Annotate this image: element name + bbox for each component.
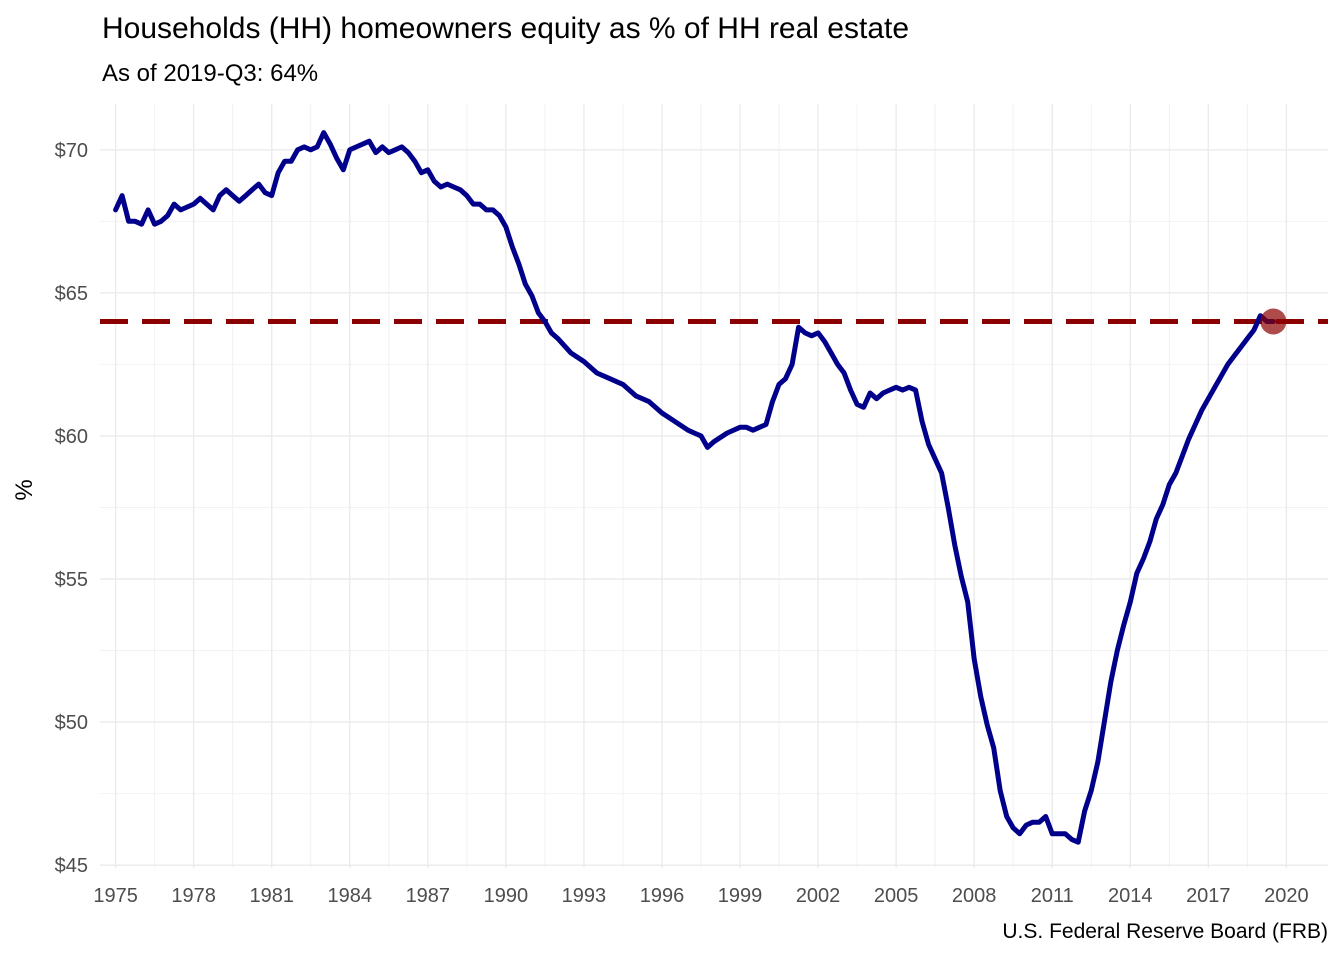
- x-tick-label: 2005: [874, 885, 919, 907]
- x-tick-label: 1978: [171, 885, 216, 907]
- latest-value-marker: [1260, 308, 1287, 335]
- x-tick-label: 2014: [1108, 885, 1153, 907]
- x-tick-label: 1981: [249, 885, 294, 907]
- x-tick-label: 1993: [562, 885, 607, 907]
- x-tick-label: 1975: [93, 885, 138, 907]
- y-tick-label: $70: [55, 140, 88, 162]
- x-tick-label: 1984: [328, 885, 373, 907]
- y-axis-ticks: $45 $50 $55 $60 $65 $70: [55, 140, 88, 877]
- minor-gridlines: [100, 104, 1328, 868]
- x-tick-label: 1996: [640, 885, 685, 907]
- x-axis-ticks: 1975 1978 1981 1984 1987 1990 1993 1996 1999 2002…: [93, 885, 1308, 907]
- x-tick-label: 2017: [1186, 885, 1231, 907]
- x-tick-label: 2020: [1264, 885, 1309, 907]
- y-tick-label: $60: [55, 426, 88, 448]
- major-gridlines: [100, 104, 1328, 868]
- y-tick-label: $50: [55, 712, 88, 734]
- y-tick-label: $45: [55, 855, 88, 877]
- x-tick-label: 2008: [952, 885, 997, 907]
- x-tick-label: 2011: [1031, 885, 1074, 907]
- y-tick-label: $65: [55, 283, 88, 305]
- x-tick-label: 2002: [796, 885, 841, 907]
- series-line: [113, 130, 1276, 845]
- x-tick-label: 1999: [718, 885, 763, 907]
- chart-caption: U.S. Federal Reserve Board (FRB): [1002, 920, 1328, 943]
- y-tick-label: $55: [55, 569, 88, 591]
- chart-subtitle: As of 2019-Q3: 64%: [102, 60, 319, 87]
- x-tick-label: 1990: [484, 885, 529, 907]
- x-tick-label: 1987: [406, 885, 451, 907]
- chart-title: Households (HH) homeowners equity as % o…: [102, 12, 910, 45]
